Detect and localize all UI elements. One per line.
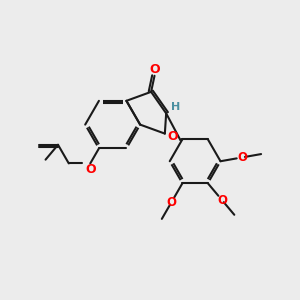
- Text: O: O: [167, 196, 176, 209]
- Text: O: O: [167, 130, 178, 143]
- Text: O: O: [149, 63, 160, 76]
- Text: H: H: [171, 102, 180, 112]
- Text: O: O: [237, 151, 247, 164]
- Text: O: O: [85, 164, 96, 176]
- Text: O: O: [217, 194, 227, 207]
